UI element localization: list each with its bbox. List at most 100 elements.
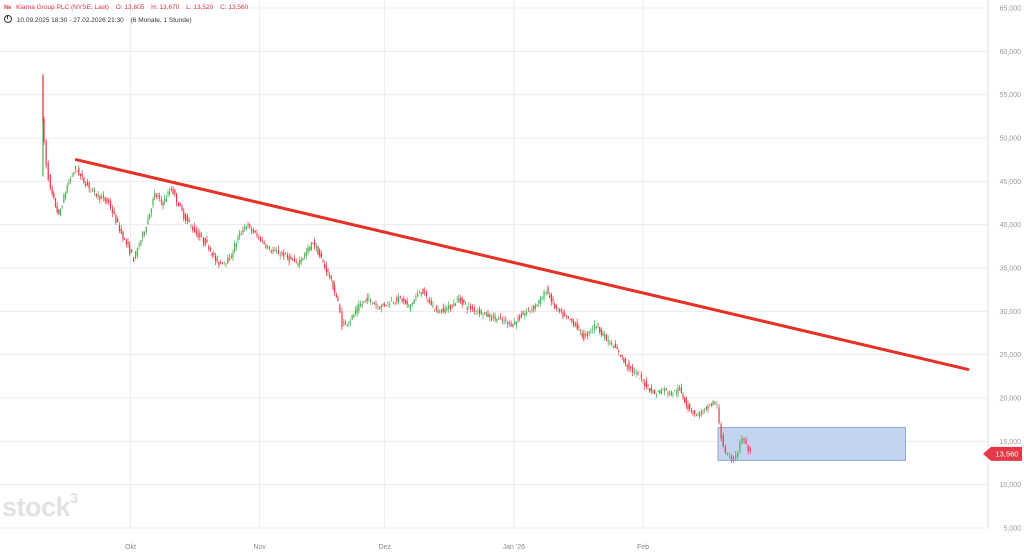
candle-body <box>501 319 503 321</box>
candle-body <box>138 244 140 247</box>
candle-body <box>390 300 393 302</box>
candle-body <box>176 193 178 203</box>
candle-body <box>358 304 360 312</box>
candle-body <box>475 310 477 312</box>
candle-body <box>79 173 82 176</box>
candle-body <box>97 193 99 198</box>
candle-body <box>68 182 70 184</box>
candle-body <box>704 408 706 410</box>
candle-body <box>42 74 44 176</box>
candle-body <box>482 314 484 316</box>
candle-body <box>130 249 133 253</box>
candle-body <box>274 249 276 252</box>
x-tick-label: Feb <box>637 544 649 551</box>
candle-body <box>157 195 159 197</box>
candle-body <box>371 302 374 304</box>
candle-body <box>234 244 236 253</box>
candle-body <box>602 333 604 336</box>
candle-body <box>710 403 712 405</box>
candle-body <box>162 202 164 206</box>
candle-body <box>616 346 618 350</box>
candle-body <box>125 239 127 245</box>
candle-body <box>567 316 569 319</box>
candle-body <box>242 230 244 232</box>
candle-body <box>581 332 583 337</box>
candle-body <box>737 452 739 457</box>
candle-body <box>81 173 83 177</box>
candle-body <box>140 240 142 246</box>
candle-body <box>612 346 615 348</box>
candle-body <box>635 372 637 374</box>
candle-body <box>730 456 733 460</box>
candle-body <box>73 172 75 175</box>
candle-body <box>692 411 694 414</box>
candle-body <box>417 293 419 297</box>
candle-body <box>66 185 68 193</box>
candle-body <box>49 174 51 189</box>
candle-body <box>718 407 720 423</box>
low-value: 13,520 <box>193 4 214 11</box>
y-tick-label: 65,000 <box>1000 6 1022 13</box>
candle-body <box>143 231 146 235</box>
candle-body <box>409 304 412 310</box>
candle-body <box>120 228 122 234</box>
candle-body <box>549 295 551 297</box>
candle-body <box>109 201 112 209</box>
candle-body <box>115 215 117 223</box>
candle-body <box>631 367 634 373</box>
candle-body <box>206 239 208 243</box>
candle-body <box>159 196 161 198</box>
candle-body <box>186 215 188 221</box>
candle-body <box>607 339 609 342</box>
candle-body <box>93 189 96 193</box>
candle-body <box>401 298 403 302</box>
candle-body <box>111 209 113 213</box>
candle-body <box>373 302 375 305</box>
candle-body <box>254 230 256 233</box>
clock-icon <box>4 15 12 23</box>
candle-body <box>354 309 357 315</box>
candle-body <box>492 315 494 318</box>
candle-body <box>626 365 628 368</box>
candle-body <box>432 305 434 308</box>
candle-body <box>78 167 80 176</box>
candle-body <box>129 244 131 254</box>
candle-body <box>380 305 382 309</box>
candle-body <box>288 256 290 262</box>
candle-body <box>69 178 72 182</box>
candle-body <box>300 259 302 263</box>
candle-body <box>733 458 735 460</box>
close-value: 13,560 <box>228 4 249 11</box>
candle-body <box>76 170 78 172</box>
candle-body <box>261 240 263 242</box>
candle-body <box>150 208 152 214</box>
candle-body <box>522 312 524 315</box>
candle-body <box>346 324 348 325</box>
candle-body <box>659 390 661 394</box>
candle-body <box>51 187 53 195</box>
candle-body <box>368 297 370 299</box>
candle-body <box>263 242 265 245</box>
candle-body <box>142 231 144 238</box>
candle-body <box>247 224 249 225</box>
candle-body <box>167 192 169 195</box>
candle-body <box>329 275 331 278</box>
candle-body <box>284 253 287 255</box>
candle-body <box>348 322 350 325</box>
candle-body <box>705 406 707 410</box>
candle-body <box>415 296 417 298</box>
candle-body <box>529 310 531 312</box>
candle-body <box>466 307 468 310</box>
candle-body <box>660 389 662 394</box>
candle-body <box>335 294 337 298</box>
candle-body <box>218 261 220 266</box>
symbol-badge: № <box>4 4 12 11</box>
candle-body <box>440 309 443 312</box>
candle-body <box>592 329 594 330</box>
y-tick-label: 35,000 <box>1000 266 1022 273</box>
candle-body <box>599 326 601 333</box>
candle-body <box>506 322 509 325</box>
candle-body <box>672 394 674 396</box>
candle-body <box>449 305 452 310</box>
